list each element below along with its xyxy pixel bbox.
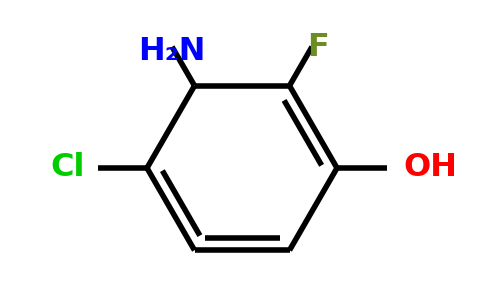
- Text: Cl: Cl: [51, 152, 85, 184]
- Text: H₂N: H₂N: [138, 37, 206, 68]
- Text: F: F: [307, 32, 329, 64]
- Text: OH: OH: [403, 152, 457, 184]
